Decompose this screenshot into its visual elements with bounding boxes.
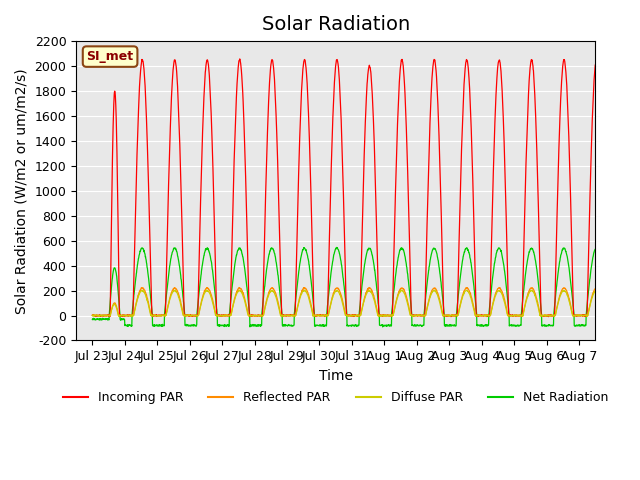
X-axis label: Time: Time	[319, 369, 353, 383]
Y-axis label: Solar Radiation (W/m2 or um/m2/s): Solar Radiation (W/m2 or um/m2/s)	[15, 68, 29, 313]
Text: SI_met: SI_met	[86, 50, 134, 63]
Title: Solar Radiation: Solar Radiation	[262, 15, 410, 34]
Legend: Incoming PAR, Reflected PAR, Diffuse PAR, Net Radiation: Incoming PAR, Reflected PAR, Diffuse PAR…	[58, 386, 614, 409]
